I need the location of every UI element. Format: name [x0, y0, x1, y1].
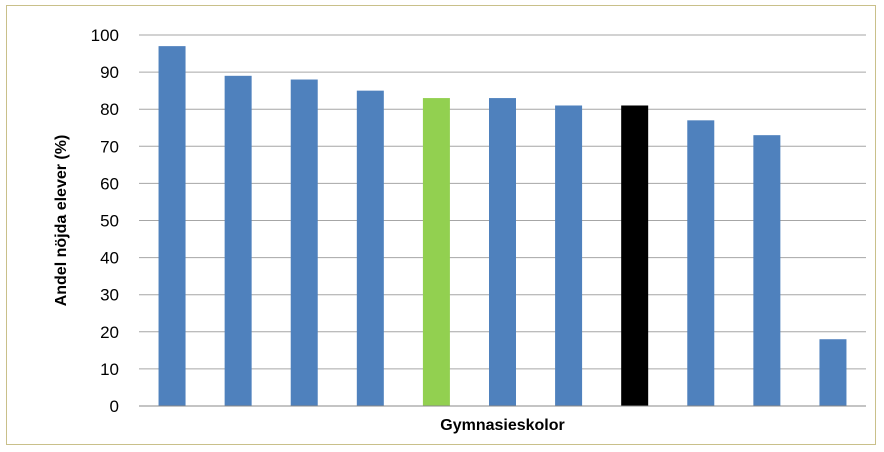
bar [422, 98, 450, 406]
y-tick-label: 0 [110, 397, 119, 416]
y-tick-label: 90 [100, 63, 119, 82]
y-axis-title: Andel nöjda elever (%) [53, 135, 70, 307]
y-tick-labels: 0 10 20 30 40 50 60 70 80 90 100 [91, 26, 119, 416]
bar [687, 120, 715, 406]
y-tick-label: 80 [100, 100, 119, 119]
bar [753, 135, 781, 407]
bars [158, 46, 847, 407]
y-tick-label: 10 [100, 360, 119, 379]
y-tick-label: 60 [100, 174, 119, 193]
bar [158, 46, 186, 406]
y-tick-label: 70 [100, 137, 119, 156]
bar [356, 90, 384, 407]
bar [819, 339, 847, 406]
y-tick-label: 40 [100, 249, 119, 268]
bar [489, 98, 516, 406]
bar [621, 105, 649, 407]
bar [224, 75, 252, 406]
gridlines [139, 34, 866, 370]
x-axis-title: Gymnasieskolor [440, 417, 565, 434]
bar [555, 105, 583, 407]
y-tick-label: 50 [100, 212, 119, 231]
y-tick-label: 30 [100, 286, 119, 305]
y-tick-label: 20 [100, 323, 119, 342]
bar [290, 79, 318, 407]
y-tick-label: 100 [91, 26, 119, 45]
